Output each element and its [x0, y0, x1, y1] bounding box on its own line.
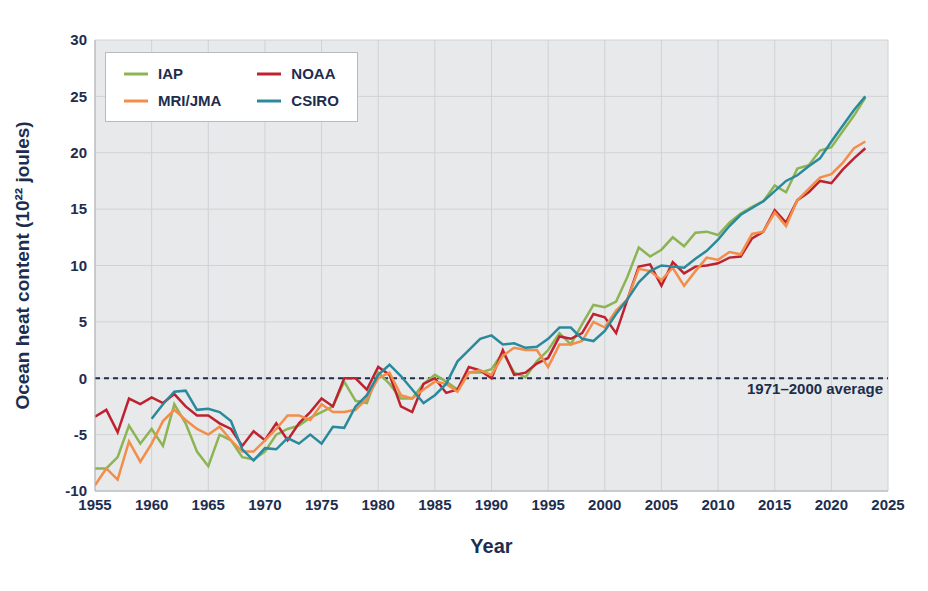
svg-text:Ocean heat content (10²² joule: Ocean heat content (10²² joules) — [12, 121, 33, 409]
svg-text:2010: 2010 — [701, 496, 734, 513]
svg-text:-10: -10 — [65, 482, 87, 499]
svg-text:1980: 1980 — [362, 496, 395, 513]
svg-text:2005: 2005 — [645, 496, 678, 513]
html-text:CSIRO: CSIRO — [291, 92, 339, 109]
svg-text:2015: 2015 — [758, 496, 791, 513]
svg-text:1995: 1995 — [531, 496, 564, 513]
svg-text:2025: 2025 — [871, 496, 904, 513]
svg-text:1965: 1965 — [192, 496, 225, 513]
svg-text:25: 25 — [70, 88, 87, 105]
svg-text:1955: 1955 — [78, 495, 112, 513]
svg-text:0: 0 — [79, 370, 87, 387]
html-text:MRI/JMA: MRI/JMA — [158, 92, 222, 109]
svg-text:1985: 1985 — [418, 496, 451, 513]
svg-text:1975: 1975 — [305, 496, 338, 513]
svg-text:1990: 1990 — [475, 496, 508, 513]
svg-text:2000: 2000 — [588, 496, 621, 513]
html-text:IAP: IAP — [158, 65, 183, 82]
svg-text:15: 15 — [70, 200, 87, 217]
svg-text:-5: -5 — [74, 426, 87, 443]
svg-text:5: 5 — [79, 313, 87, 330]
svg-text:1970: 1970 — [248, 496, 281, 513]
svg-text:20: 20 — [70, 144, 87, 161]
svg-text:10: 10 — [70, 257, 87, 274]
svg-text:30: 30 — [70, 31, 87, 48]
svg-text:1971–2000 average: 1971–2000 average — [747, 380, 883, 397]
html-text:NOAA: NOAA — [291, 65, 336, 82]
svg-text:2020: 2020 — [815, 496, 848, 513]
svg-text:1960: 1960 — [135, 496, 168, 513]
svg-text:Year: Year — [470, 535, 512, 557]
